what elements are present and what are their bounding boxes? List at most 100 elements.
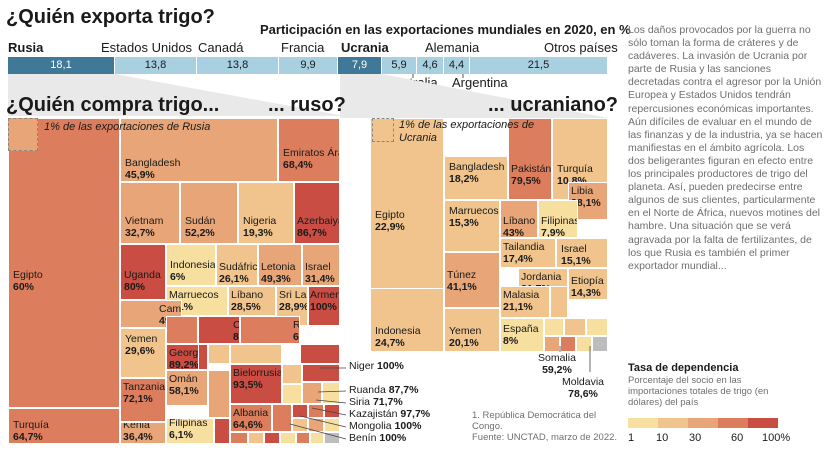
legend-swatch — [628, 418, 658, 428]
legend-swatch — [718, 418, 748, 428]
scale-box-ukraine — [372, 118, 394, 142]
external-label: Siria 71,7% — [349, 396, 403, 408]
sidebar-text: Los daños provocados por la guerra no só… — [628, 24, 823, 272]
treemap-cell: Filipinas 7,9% — [538, 200, 578, 238]
treemap-cell: Vietnam 32,7% — [120, 182, 180, 244]
cell-pct: 29,6% — [125, 345, 155, 357]
cell-name: Yemen — [125, 333, 158, 345]
cell-label: Bangladesh 45,9% — [125, 157, 180, 181]
treemap-cell: Albania 64,6% — [230, 404, 272, 432]
cell-name: Pakistán — [511, 163, 552, 175]
treemap-cell-small — [324, 418, 340, 432]
treemap-cell-small — [208, 370, 230, 418]
cell-label: Emiratos Árabes Unidos68,4% — [283, 147, 339, 171]
treemap-cell: Sudáfrica26,1% — [216, 244, 258, 286]
treemap-cell-small — [564, 318, 586, 336]
cell-name: Israel — [305, 261, 331, 273]
treemap-cell: Congo82,3% — [198, 316, 240, 344]
cell-label: Egipto 22,9% — [375, 209, 405, 233]
treemap-cell: Etiopía 14,3% — [568, 268, 608, 300]
cell-pct: 52,2% — [185, 227, 215, 239]
cell-pct: 58,1% — [169, 385, 199, 397]
treemap-cell: Líbano 28,5% — [228, 286, 276, 316]
cell-name: Azerbaiyán — [297, 215, 339, 227]
cell-pct: 93,5% — [233, 379, 263, 391]
cell-label: Azerbaiyán86,7% — [297, 215, 339, 239]
treemap-cell-small — [230, 432, 248, 444]
export-bar-segment: 9,9 — [279, 57, 338, 74]
cell-label: Sudáfrica26,1% — [219, 261, 257, 285]
cell-label: Letonia 49,3% — [261, 261, 295, 285]
treemap-cell: Azerbaiyán86,7% — [294, 182, 340, 244]
exporter-name: Francia — [281, 40, 325, 55]
cell-name: Egipto — [375, 209, 405, 221]
treemap-cell-small — [310, 432, 324, 444]
cell-name: Sri Lanka — [279, 289, 307, 301]
cell-label: Yemen 29,6% — [125, 333, 157, 357]
cell-pct: 24,7% — [375, 337, 405, 349]
export-bar-segment: 4,4 — [444, 57, 470, 74]
treemap-cell: India72% — [166, 316, 198, 344]
cell-pct: 22,9% — [375, 221, 405, 233]
cell-pct: 28,5% — [231, 301, 261, 313]
cell-name: Nigeria — [243, 215, 277, 227]
cell-pct: 31,4% — [305, 273, 335, 285]
treemap-cell-small — [544, 318, 564, 336]
treemap-cell: Malasia 21,1% — [500, 286, 550, 318]
cell-pct: 20,1% — [449, 337, 479, 349]
cell-label: Yemen 20,1% — [449, 325, 481, 349]
treemap-cell: España 8% — [500, 318, 544, 352]
ukraine-title: ... ucraniano? — [488, 94, 619, 116]
treemap-cell-small — [586, 318, 608, 336]
treemap-cell: Bielorrusia 93,5% — [230, 364, 282, 404]
treemap-cell-small — [280, 432, 296, 444]
treemap-cell: RDC¹62,1% — [240, 316, 300, 344]
exporter-name: Otros países — [544, 40, 618, 55]
cell-pct: 89,2% — [169, 359, 199, 370]
cell-label: Pakistán 79,5% — [511, 163, 551, 187]
cell-pct: 82,3% — [233, 331, 239, 343]
treemap-cell-small — [214, 418, 230, 444]
cell-label: Sudán 52,2% — [185, 215, 215, 239]
cell-label: RDC¹62,1% — [293, 319, 300, 343]
treemap-cell-small — [576, 336, 592, 352]
cell-pct: 26,1% — [219, 273, 249, 285]
cell-name: RDC¹ — [293, 319, 300, 331]
cell-pct: 19,3% — [243, 227, 273, 239]
cell-label: Sri Lanka28,9% — [279, 289, 307, 313]
external-label: Ruanda 87,7% — [349, 384, 419, 396]
treemap-cell: Kenia 36,4% — [120, 422, 166, 444]
cell-pct: 80% — [124, 281, 146, 293]
cell-pct: 49,3% — [261, 273, 291, 285]
exporter-name: Canadá — [198, 40, 244, 55]
cell-pct: 14,3% — [571, 287, 601, 299]
legend-tick: 30 — [689, 432, 702, 444]
treemap-cell: Omán 58,1% — [166, 370, 208, 406]
cell-label: Marruecos 15,3% — [449, 205, 499, 229]
cell-label: Indonesia 24,7% — [375, 325, 421, 349]
treemap-cell: Tanzania 72,1% — [120, 378, 166, 422]
treemap-cell-small — [282, 364, 302, 384]
source: Fuente: UNCTAD, marzo de 2022. — [472, 432, 618, 443]
cell-pct: 45,9% — [125, 169, 155, 181]
exporter-name: Rusia — [8, 40, 44, 55]
cell-pct: 17,4% — [503, 253, 533, 265]
cell-name: Sudán — [185, 215, 216, 227]
treemap-cell: Filipinas 6,1% — [166, 418, 214, 444]
treemap-cell-small — [282, 384, 302, 404]
treemap-cell: Líbano 43% — [500, 200, 538, 238]
buyers-title: ¿Quién compra trigo... — [6, 94, 220, 116]
cell-label: Uganda 80% — [124, 269, 161, 293]
cell-pct: 38,1% — [571, 197, 601, 209]
treemap-cell: Yemen 29,6% — [120, 328, 166, 378]
treemap-cell-small — [560, 336, 576, 352]
russia-title: ... ruso? — [268, 94, 346, 116]
scale-box-russia — [8, 118, 38, 151]
cell-name: Jordania — [521, 271, 562, 283]
cell-name: Egipto — [13, 269, 43, 281]
export-bar-segment: 13,8 — [197, 57, 279, 74]
russia-treemap: Egipto 60% Turquía 64,7% Bangladesh 45,9% Emir… — [8, 118, 340, 444]
exporter-name: Argentina — [452, 75, 508, 90]
